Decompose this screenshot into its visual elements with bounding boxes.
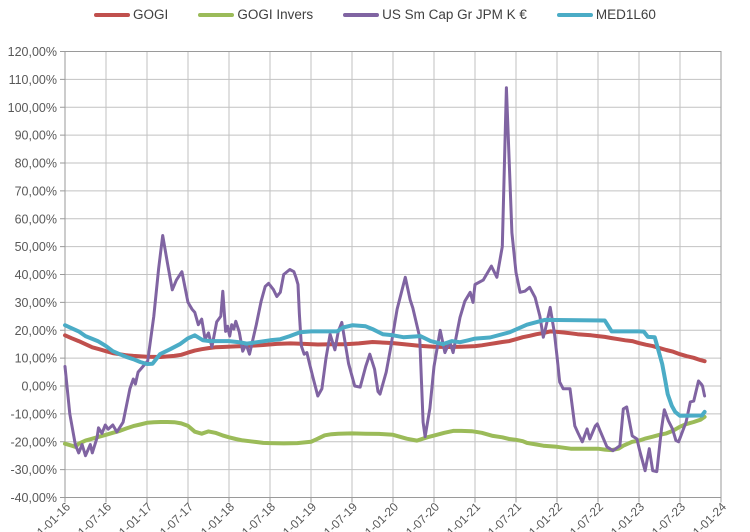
y-tick-label: 50,00%: [15, 240, 57, 254]
x-tick-label: 01-01-23: [603, 499, 647, 532]
legend-item-gogi: GOGI: [94, 8, 168, 22]
x-tick-label: 01-07-20: [398, 499, 442, 532]
y-tick-label: 110,00%: [9, 73, 57, 87]
y-tick-label: 10,00%: [15, 352, 57, 366]
legend: GOGI GOGI Invers US Sm Cap Gr JPM K € ME…: [0, 8, 750, 22]
series-line-3: [63, 317, 707, 418]
legend-item-us-sm-cap: US Sm Cap Gr JPM K €: [343, 8, 527, 22]
y-tick-label: 120,00%: [8, 45, 57, 59]
y-tick-label: 30,00%: [15, 296, 57, 310]
legend-item-med1l60: MED1L60: [556, 7, 656, 22]
axis-ticks: [60, 51, 722, 503]
x-tick-label: 01-01-21: [439, 499, 483, 532]
axis-labels: 120,00% 110,00% 100,00% 90,00% 80,00% 70,00% 6…: [8, 45, 730, 532]
y-tick-label: 20,00%: [15, 324, 57, 338]
x-tick-label: 01-07-21: [480, 499, 524, 532]
x-tick-label: 01-01-17: [111, 499, 155, 532]
x-tick-label: 01-07-22: [562, 499, 606, 532]
series-line-1: [63, 414, 707, 453]
x-tick-label: 01-07-16: [70, 499, 114, 532]
legend-swatch: [343, 12, 380, 17]
x-tick-label: 01-07-23: [644, 499, 688, 532]
x-tick-label: 01-07-18: [234, 499, 278, 532]
y-tick-label: -20,00%: [10, 435, 57, 449]
legend-label: GOGI: [133, 7, 169, 22]
series-line-2: [63, 86, 707, 474]
y-tick-label: 70,00%: [15, 184, 57, 198]
legend-label: MED1L60: [595, 7, 656, 22]
x-tick-label: 01-01-24: [685, 499, 729, 532]
x-tick-label: 01-01-19: [275, 499, 319, 532]
y-tick-label: 40,00%: [15, 268, 57, 282]
legend-swatch: [556, 12, 593, 17]
legend-label: US Sm Cap Gr JPM K €: [382, 7, 527, 22]
y-tick-label: 80,00%: [15, 157, 57, 171]
x-tick-label: 01-01-18: [193, 499, 237, 532]
x-tick-label: 01-07-17: [152, 499, 196, 532]
x-tick-label: 01-01-22: [521, 499, 565, 532]
series-lines: [63, 86, 707, 474]
legend-swatch: [94, 12, 131, 17]
x-tick-label: 01-07-19: [316, 499, 360, 532]
legend-item-gogi-invers: GOGI Invers: [198, 8, 313, 22]
y-tick-label: 90,00%: [15, 129, 57, 143]
legend-label: GOGI Invers: [237, 7, 314, 22]
legend-swatch: [198, 12, 235, 17]
y-tick-label: -40,00%: [10, 491, 57, 505]
series-line-0: [63, 329, 707, 364]
y-tick-label: 60,00%: [15, 212, 57, 226]
y-tick-label: 0,00%: [22, 380, 57, 394]
x-tick-label: 01-01-20: [357, 499, 401, 532]
y-tick-label: 100,00%: [8, 101, 57, 115]
y-tick-label: -30,00%: [10, 463, 57, 477]
y-tick-label: -10,00%: [10, 407, 57, 421]
